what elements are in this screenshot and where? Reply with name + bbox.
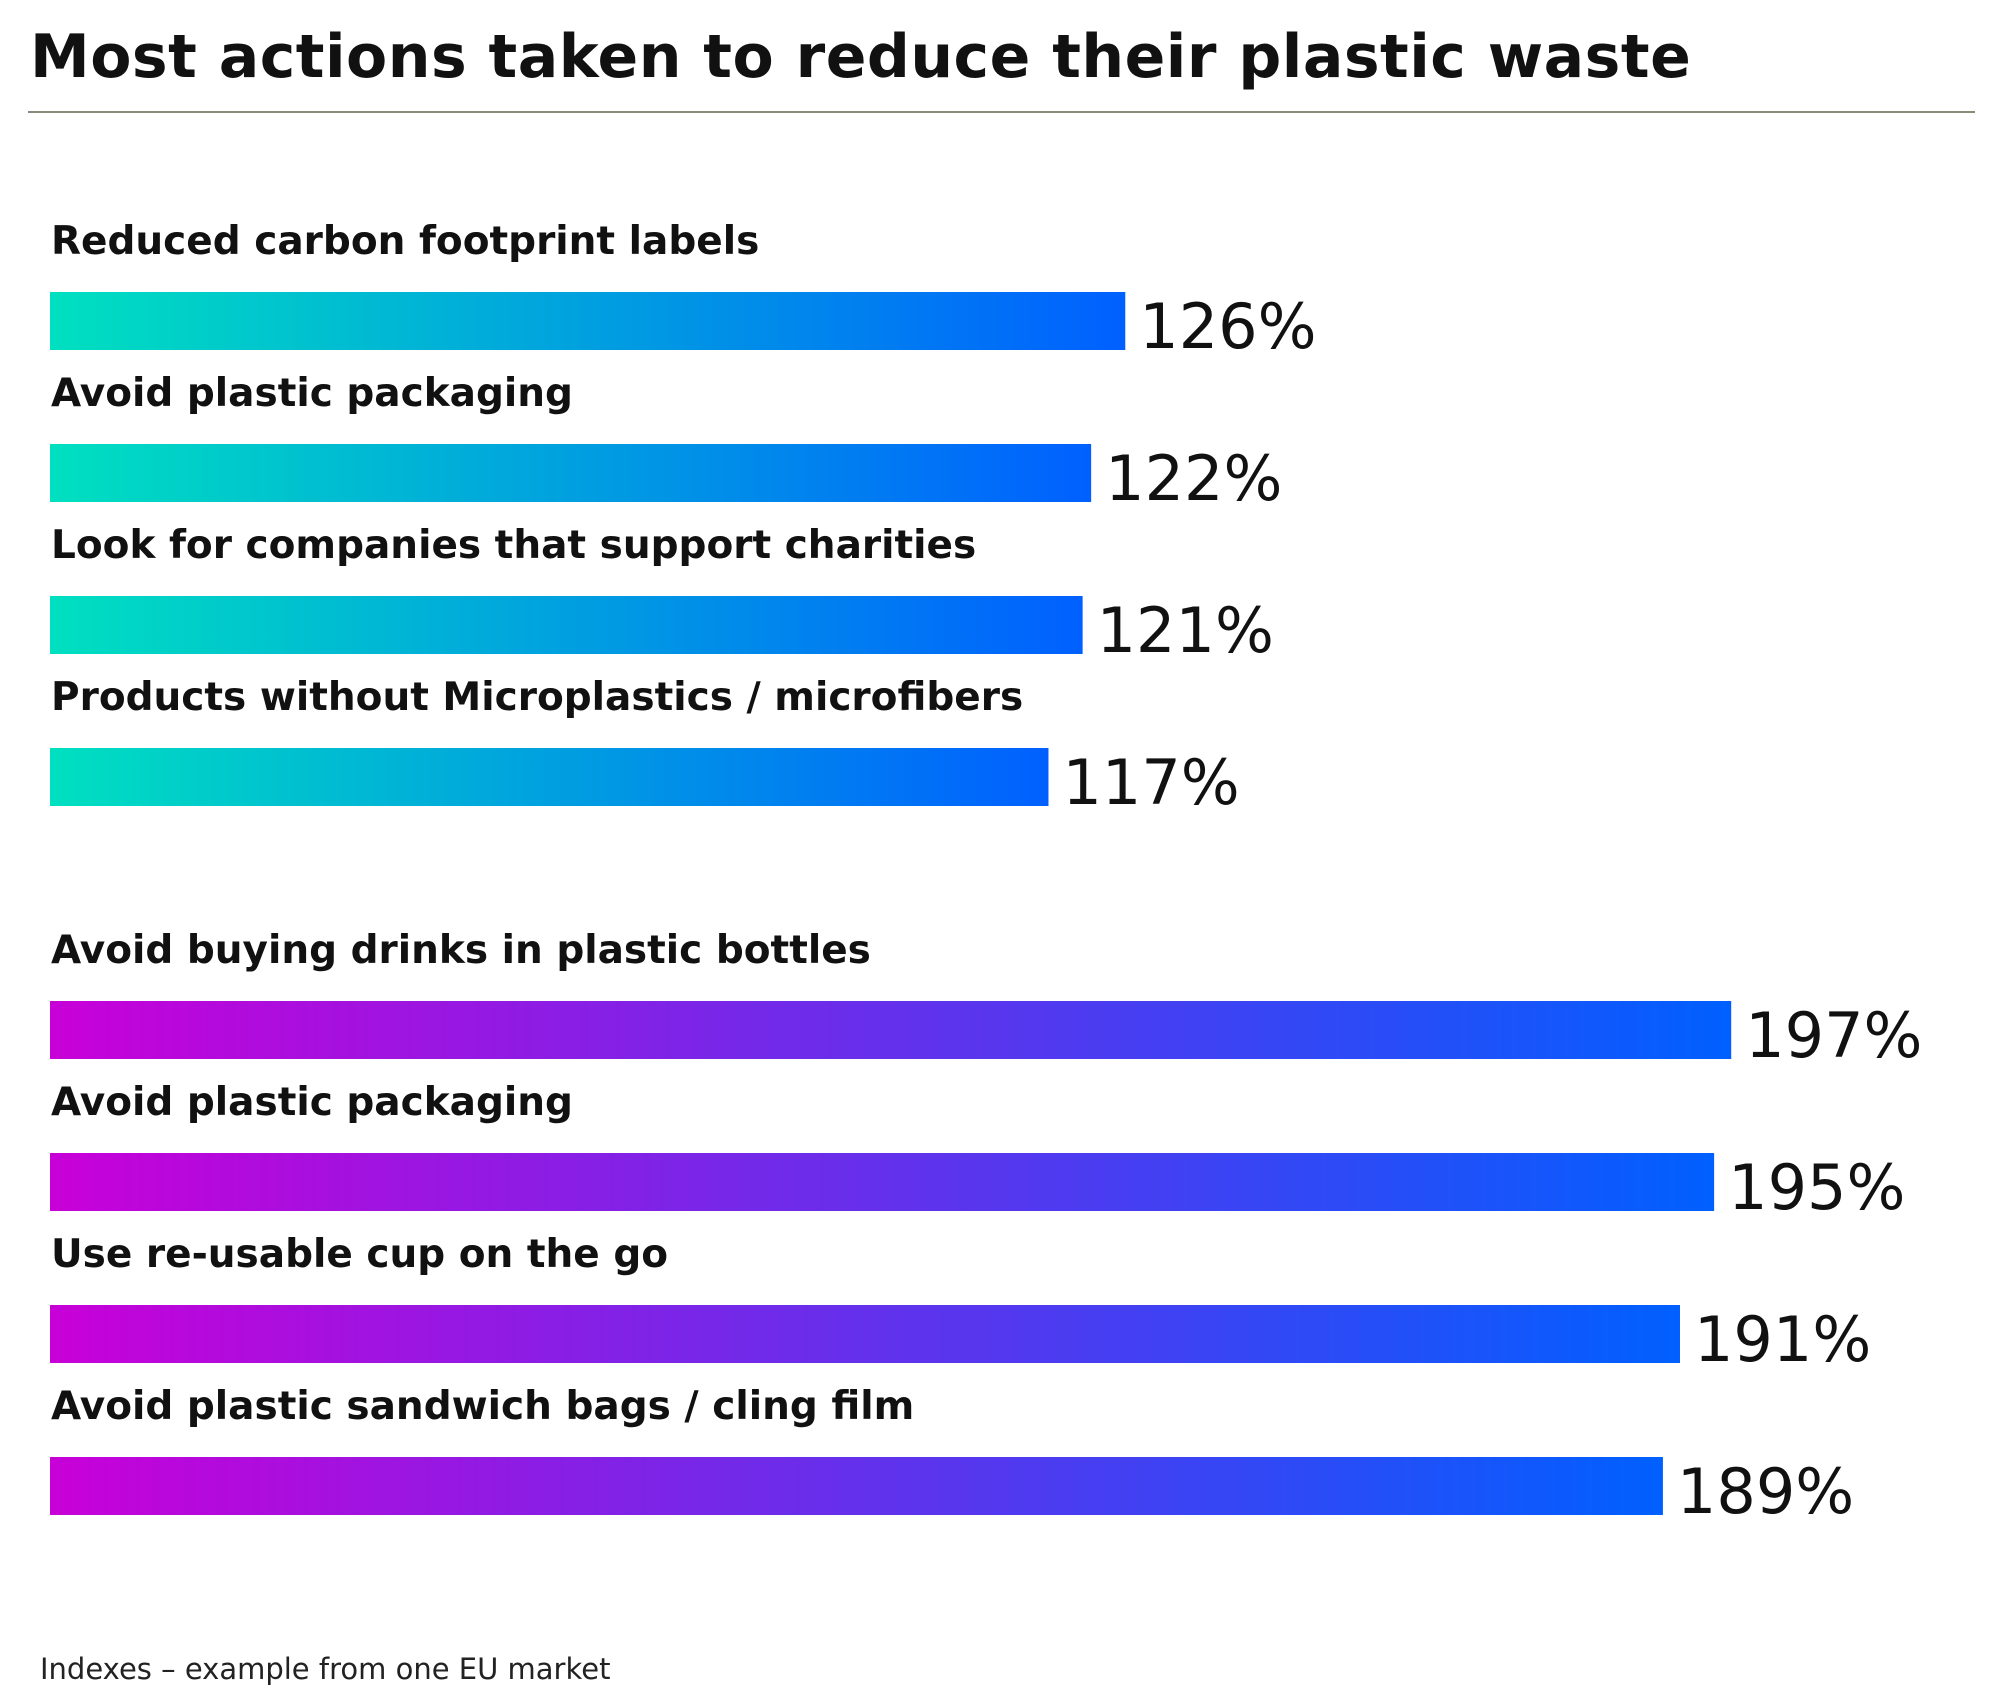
chart-title: Most actions taken to reduce their plast… [30, 22, 1692, 92]
value-label: 197% [1745, 999, 1922, 1072]
value-label: 126% [1139, 290, 1316, 363]
value-label: 195% [1728, 1151, 1905, 1224]
bar [50, 1457, 1663, 1515]
bar [50, 292, 1126, 350]
bar [50, 596, 1083, 654]
bar [50, 748, 1049, 806]
category-label: Use re-usable cup on the go [51, 1232, 668, 1277]
value-label: 189% [1677, 1455, 1854, 1528]
bar [50, 444, 1092, 502]
category-label: Look for companies that support charitie… [51, 523, 976, 568]
title-divider [28, 111, 1975, 113]
value-label: 191% [1694, 1303, 1871, 1376]
category-label: Reduced carbon footprint labels [51, 219, 759, 264]
chart-footnote: Indexes – example from one EU market [40, 1652, 611, 1686]
category-label: Avoid plastic packaging [51, 371, 573, 416]
bar [50, 1001, 1732, 1059]
category-label: Avoid plastic packaging [51, 1080, 573, 1125]
bar [50, 1153, 1715, 1211]
category-label: Avoid buying drinks in plastic bottles [51, 928, 871, 973]
value-label: 122% [1105, 442, 1282, 515]
bar [50, 1305, 1680, 1363]
value-label: 117% [1062, 746, 1239, 819]
value-label: 121% [1097, 594, 1274, 667]
category-label: Products without Microplastics / microfi… [51, 675, 1023, 720]
category-label: Avoid plastic sandwich bags / cling film [51, 1384, 914, 1429]
